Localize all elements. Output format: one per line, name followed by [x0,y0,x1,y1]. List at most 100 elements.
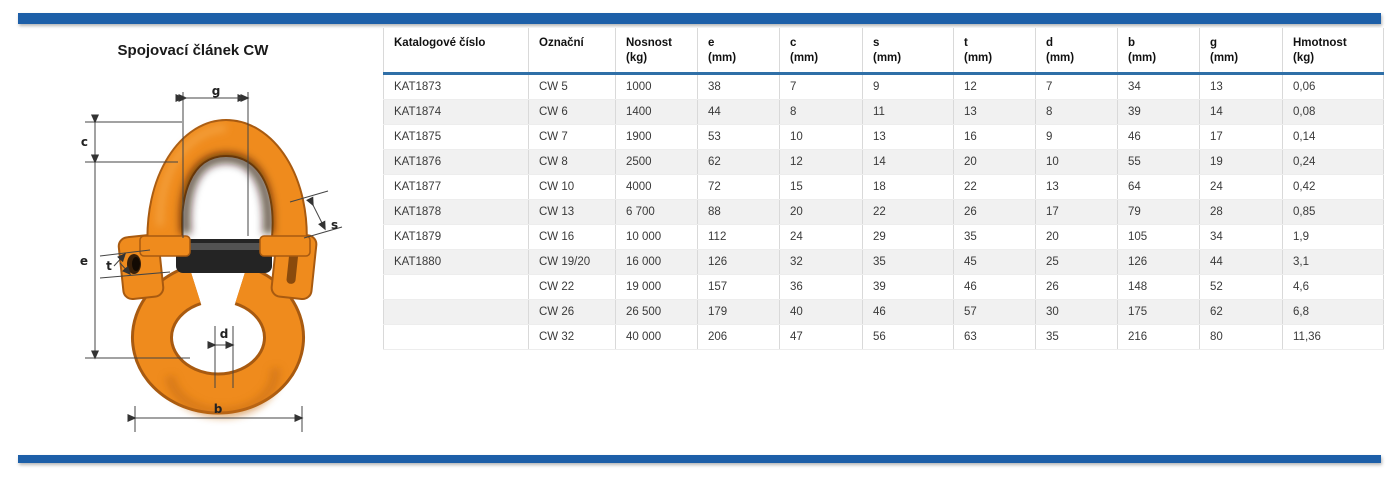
product-drawing: g c e t s d b [80,86,343,432]
cell-g: 28 [1199,199,1283,225]
column-header-s: s (mm) [862,28,954,75]
cell-g: 62 [1199,299,1283,325]
cell-g: 44 [1199,249,1283,275]
cell-c: 20 [779,199,863,225]
cell-katalog [383,274,529,300]
cell-nosnost: 2500 [615,149,698,175]
cell-d: 25 [1035,249,1118,275]
cell-d: 17 [1035,199,1118,225]
column-header-nosnost: Nosnost (kg) [615,28,698,75]
cell-b: 79 [1117,199,1200,225]
cell-oznaceni: CW 8 [528,149,616,175]
cell-e: 157 [697,274,780,300]
cell-b: 175 [1117,299,1200,325]
cell-c: 24 [779,224,863,250]
cell-s: 56 [862,324,954,350]
dim-label-e: e [80,254,88,268]
cell-nosnost: 10 000 [615,224,698,250]
cell-hmotnost: 1,9 [1282,224,1384,250]
cell-katalog [383,324,529,350]
cell-s: 46 [862,299,954,325]
cell-g: 19 [1199,149,1283,175]
cell-katalog: KAT1876 [383,149,529,175]
dim-label-c: c [81,135,88,149]
cell-e: 72 [697,174,780,200]
cell-g: 80 [1199,324,1283,350]
cell-c: 32 [779,249,863,275]
column-header-e: e (mm) [697,28,780,75]
cell-t: 12 [953,73,1036,100]
cell-oznaceni: CW 6 [528,99,616,125]
table-row: KAT1875 CW 7 1900 53 10 13 16 9 46 17 0,14 [383,124,1384,150]
cell-d: 9 [1035,124,1118,150]
cell-nosnost: 1900 [615,124,698,150]
spec-table-container: Katalogové číslo Označní Nosnost (kg) e (mm) c… [383,28,1384,350]
cell-t: 22 [953,174,1036,200]
cell-d: 35 [1035,324,1118,350]
cell-s: 13 [862,124,954,150]
cell-g: 14 [1199,99,1283,125]
cell-katalog [383,299,529,325]
lower-link-body [117,231,318,418]
table-row: KAT1876 CW 8 2500 62 12 14 20 10 55 19 0,24 [383,149,1384,175]
cell-b: 126 [1117,249,1200,275]
column-header-oznaceni: Označní [528,28,616,75]
cell-s: 11 [862,99,954,125]
cell-hmotnost: 0,85 [1282,199,1384,225]
cell-c: 40 [779,299,863,325]
cell-s: 29 [862,224,954,250]
cell-hmotnost: 11,36 [1282,324,1384,350]
dim-label-t: t [106,259,112,273]
cell-hmotnost: 6,8 [1282,299,1384,325]
cell-oznaceni: CW 19/20 [528,249,616,275]
cell-g: 34 [1199,224,1283,250]
cell-e: 88 [697,199,780,225]
table-row: CW 22 19 000 157 36 39 46 26 148 52 4,6 [383,274,1384,300]
cell-s: 14 [862,149,954,175]
cell-c: 7 [779,73,863,100]
column-header-d: d (mm) [1035,28,1118,75]
cell-oznaceni: CW 22 [528,274,616,300]
pin [176,239,272,273]
cell-c: 8 [779,99,863,125]
cell-nosnost: 4000 [615,174,698,200]
cell-oznaceni: CW 13 [528,199,616,225]
table-row: CW 26 26 500 179 40 46 57 30 175 62 6,8 [383,299,1384,325]
cell-nosnost: 19 000 [615,274,698,300]
cell-b: 64 [1117,174,1200,200]
upper-link-body [139,118,311,257]
cell-c: 47 [779,324,863,350]
cell-oznaceni: CW 32 [528,324,616,350]
cell-oznaceni: CW 10 [528,174,616,200]
cell-e: 126 [697,249,780,275]
cell-nosnost: 1000 [615,73,698,100]
cell-t: 26 [953,199,1036,225]
cell-katalog: KAT1874 [383,99,529,125]
cell-d: 10 [1035,149,1118,175]
column-header-b: b (mm) [1117,28,1200,75]
cell-nosnost: 6 700 [615,199,698,225]
cell-t: 57 [953,299,1036,325]
table-row: KAT1878 CW 13 6 700 88 20 22 26 17 79 28 0,85 [383,199,1384,225]
cell-hmotnost: 0,24 [1282,149,1384,175]
cell-hmotnost: 0,14 [1282,124,1384,150]
cell-b: 148 [1117,274,1200,300]
cell-oznaceni: CW 5 [528,73,616,100]
cell-hmotnost: 3,1 [1282,249,1384,275]
cell-e: 206 [697,324,780,350]
page-title: Spojovací článek CW [117,42,269,59]
cell-t: 45 [953,249,1036,275]
cell-hmotnost: 0,06 [1282,73,1384,100]
table-header-row: Katalogové číslo Označní Nosnost (kg) e (mm) c… [383,28,1384,75]
cell-nosnost: 1400 [615,99,698,125]
cell-b: 105 [1117,224,1200,250]
cell-nosnost: 40 000 [615,324,698,350]
cell-s: 22 [862,199,954,225]
cell-t: 63 [953,324,1036,350]
cell-d: 30 [1035,299,1118,325]
cell-s: 18 [862,174,954,200]
cell-g: 52 [1199,274,1283,300]
dim-label-s: s [331,218,338,232]
dim-label-g: g [212,86,221,98]
